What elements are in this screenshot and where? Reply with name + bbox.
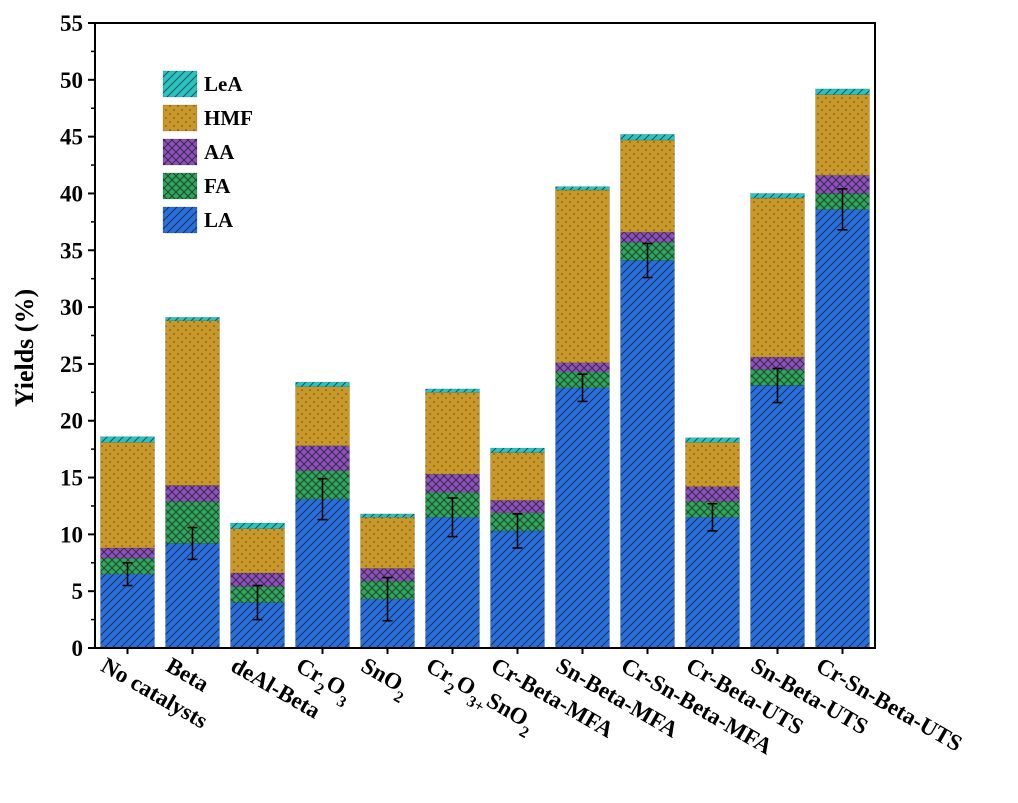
- legend-swatch-fa: [162, 172, 198, 200]
- error-bar-cr-beta-uts: [707, 502, 718, 532]
- error-bar-cr2o3: [317, 477, 328, 521]
- legend-label-la: LA: [204, 208, 234, 232]
- bar-lea-no-catalysts: [100, 436, 155, 443]
- bar-aa-cr-beta-mfa: [490, 500, 545, 514]
- legend-label-lea: LeA: [204, 72, 243, 96]
- legend-swatch-hmf: [162, 104, 198, 132]
- y-tick-label: 0: [72, 636, 84, 661]
- bar-aa-cr-beta-uts: [685, 486, 740, 502]
- bar-lea-cr2o3: [295, 381, 350, 387]
- bar-lea-sno2: [360, 513, 415, 518]
- y-tick-label: 40: [60, 181, 83, 206]
- legend-item-hmf: HMF: [162, 104, 253, 132]
- bar-la-sn-beta-mfa: [555, 387, 610, 649]
- bar-aa-cr2o3: [295, 445, 350, 471]
- legend-label-aa: AA: [204, 140, 235, 164]
- bar-hmf-deal-beta: [230, 528, 285, 574]
- legend-item-aa: AA: [162, 138, 235, 166]
- bar-hmf-cr-sn-beta-mfa: [620, 139, 675, 233]
- bar-aa-no-catalysts: [100, 547, 155, 559]
- error-bar-cr-sn-beta-mfa: [642, 242, 653, 279]
- y-tick-label: 25: [60, 352, 83, 377]
- error-bar-deal-beta: [252, 584, 263, 621]
- y-tick-label: 35: [60, 238, 83, 263]
- error-bar-beta: [187, 526, 198, 561]
- bar-lea-beta: [165, 317, 220, 321]
- legend-item-lea: LeA: [162, 70, 243, 98]
- bar-aa-cr2o3-sno2: [425, 473, 480, 493]
- bar-hmf-cr-sn-beta-uts: [815, 94, 870, 176]
- legend: LeA HMF AA FA LA: [162, 70, 253, 234]
- legend-label-fa: FA: [204, 174, 231, 198]
- bar-hmf-no-catalysts: [100, 442, 155, 549]
- y-tick-label: 15: [60, 466, 83, 491]
- bar-hmf-sn-beta-uts: [750, 197, 805, 358]
- error-bar-cr2o3-sno2: [447, 497, 458, 538]
- bar-la-cr-sn-beta-uts: [815, 209, 870, 649]
- bars-layer: [100, 88, 870, 649]
- y-tick-label: 55: [60, 11, 83, 36]
- y-tick-label: 5: [72, 579, 84, 604]
- error-bar-sn-beta-mfa: [577, 373, 588, 403]
- bar-aa-sn-beta-mfa: [555, 362, 610, 373]
- bar-lea-cr-sn-beta-mfa: [620, 134, 675, 141]
- bar-la-sn-beta-uts: [750, 385, 805, 649]
- error-bar-no-catalysts: [122, 561, 133, 587]
- error-bars-layer: [122, 188, 848, 622]
- y-tick-label: 45: [60, 125, 83, 150]
- bar-lea-cr2o3-sno2: [425, 388, 480, 393]
- bar-la-cr2o3-sno2: [425, 517, 480, 649]
- bar-hmf-cr-beta-uts: [685, 442, 740, 487]
- bar-hmf-sno2: [360, 517, 415, 569]
- bar-hmf-sn-beta-mfa: [555, 189, 610, 364]
- bar-aa-deal-beta: [230, 572, 285, 587]
- bar-lea-deal-beta: [230, 522, 285, 529]
- bar-hmf-cr2o3: [295, 386, 350, 446]
- legend-item-la: LA: [162, 206, 234, 234]
- bar-lea-cr-sn-beta-uts: [815, 88, 870, 95]
- bar-la-cr-sn-beta-mfa: [620, 260, 675, 649]
- bar-lea-sn-beta-uts: [750, 193, 805, 199]
- error-bar-sno2: [382, 576, 393, 622]
- legend-label-hmf: HMF: [204, 106, 253, 130]
- legend-swatch-lea: [162, 70, 198, 98]
- bar-hmf-cr-beta-mfa: [490, 452, 545, 501]
- y-tick-label: 50: [60, 68, 83, 93]
- legend-swatch-la: [162, 206, 198, 234]
- y-axis-label: Yields (%): [10, 289, 39, 407]
- bar-la-cr2o3: [295, 498, 350, 649]
- bar-lea-cr-beta-mfa: [490, 447, 545, 453]
- bar-la-cr-beta-uts: [685, 517, 740, 649]
- bar-hmf-cr2o3-sno2: [425, 392, 480, 475]
- bar-lea-cr-beta-uts: [685, 437, 740, 443]
- error-bar-sn-beta-uts: [772, 367, 783, 404]
- y-tick-label: 10: [60, 522, 83, 547]
- bar-aa-beta: [165, 485, 220, 502]
- legend-item-fa: FA: [162, 172, 231, 200]
- y-tick-label: 30: [60, 295, 83, 320]
- error-bar-cr-beta-mfa: [512, 513, 523, 549]
- bar-hmf-beta: [165, 320, 220, 486]
- error-bar-cr-sn-beta-uts: [837, 188, 848, 231]
- bar-lea-sn-beta-mfa: [555, 186, 610, 191]
- bar-la-no-catalysts: [100, 573, 155, 649]
- bar-aa-cr-sn-beta-mfa: [620, 231, 675, 243]
- x-tick-label-sno2: SnO2: [353, 653, 414, 707]
- legend-swatch-aa: [162, 138, 198, 166]
- y-tick-label: 20: [60, 409, 83, 434]
